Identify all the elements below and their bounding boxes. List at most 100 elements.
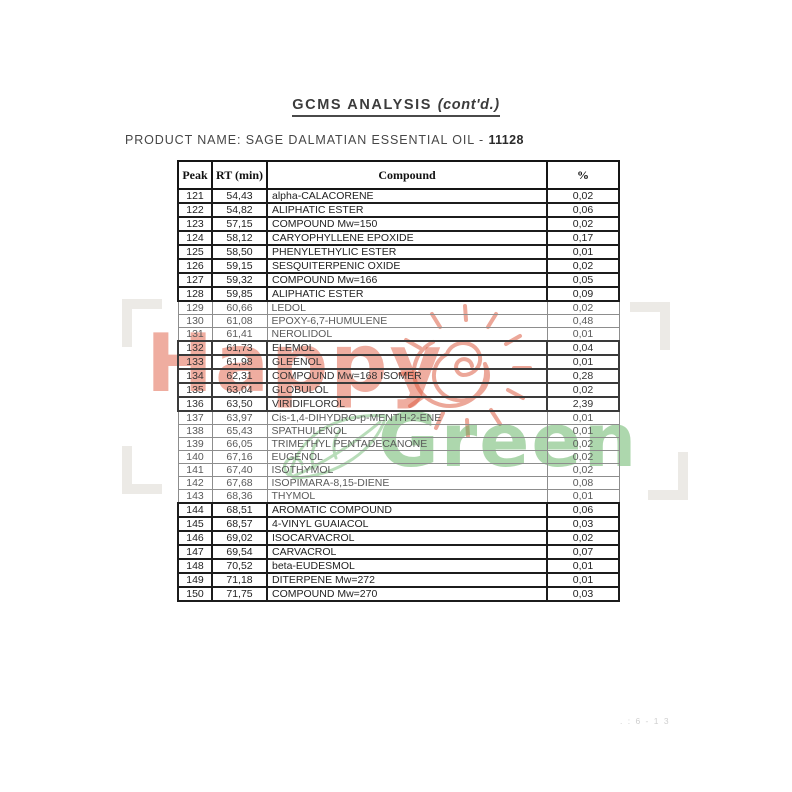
compound-cell: THYMOL bbox=[266, 489, 548, 504]
percent-cell: 0,02 bbox=[546, 382, 620, 398]
table-row: 140 67,16 EUGENOL 0,02 bbox=[177, 450, 620, 464]
compound-cell: COMPOUND Mw=166 bbox=[266, 272, 548, 288]
product-code: 11128 bbox=[488, 133, 524, 147]
peak-cell: 135 bbox=[177, 382, 213, 398]
page-title: GCMS ANALYSIS (cont'd.) bbox=[292, 97, 500, 117]
rt-cell: 54,43 bbox=[211, 188, 268, 204]
table-row: 121 54,43 alpha-CALACORENE 0,02 bbox=[177, 188, 620, 204]
peak-cell: 125 bbox=[177, 244, 213, 260]
percent-cell: 0,05 bbox=[546, 272, 620, 288]
peak-cell: 131 bbox=[177, 327, 213, 342]
percent-cell: 0,01 bbox=[546, 489, 620, 504]
table-row: 141 67,40 ISOTHYMOL 0,02 bbox=[177, 463, 620, 477]
rt-cell: 67,68 bbox=[211, 476, 268, 490]
column-header-percent: % bbox=[546, 160, 620, 190]
compound-cell: SESQUITERPENIC OXIDE bbox=[266, 258, 548, 274]
compound-cell: TRIMETHYL PENTADECANONE bbox=[266, 437, 548, 451]
rt-cell: 63,50 bbox=[211, 396, 268, 412]
rt-cell: 68,57 bbox=[211, 516, 268, 532]
peak-cell: 140 bbox=[177, 450, 213, 464]
percent-cell: 0,01 bbox=[546, 424, 620, 438]
table-row: 147 69,54 CARVACROL 0,07 bbox=[177, 544, 620, 560]
table-row: 125 58,50 PHENYLETHYLIC ESTER 0,01 bbox=[177, 244, 620, 260]
rt-cell: 63,97 bbox=[211, 410, 268, 425]
rt-cell: 60,66 bbox=[211, 300, 268, 315]
peak-cell: 124 bbox=[177, 230, 213, 246]
column-header-compound: Compound bbox=[266, 160, 548, 190]
percent-cell: 0,06 bbox=[546, 202, 620, 218]
compound-cell: GLOBULOL bbox=[266, 382, 548, 398]
table-row: 148 70,52 beta-EUDESMOL 0,01 bbox=[177, 558, 620, 574]
compound-cell: ALIPHATIC ESTER bbox=[266, 286, 548, 302]
table-row: 133 61,98 GLEENOL 0,01 bbox=[177, 354, 620, 370]
compound-cell: alpha-CALACORENE bbox=[266, 188, 548, 204]
peak-cell: 134 bbox=[177, 368, 213, 384]
table-row: 122 54,82 ALIPHATIC ESTER 0,06 bbox=[177, 202, 620, 218]
percent-cell: 0,02 bbox=[546, 530, 620, 546]
peak-cell: 146 bbox=[177, 530, 213, 546]
table-row: 130 61,08 EPOXY-6,7-HUMULENE 0,48 bbox=[177, 314, 620, 328]
percent-cell: 0,06 bbox=[546, 502, 620, 518]
peak-cell: 139 bbox=[177, 437, 213, 451]
table-row: 128 59,85 ALIPHATIC ESTER 0,09 bbox=[177, 286, 620, 302]
peak-cell: 128 bbox=[177, 286, 213, 302]
peak-cell: 132 bbox=[177, 340, 213, 356]
peak-cell: 133 bbox=[177, 354, 213, 370]
table-row: 134 62,31 COMPOUND Mw=168 ISOMER 0,28 bbox=[177, 368, 620, 384]
peak-cell: 127 bbox=[177, 272, 213, 288]
compound-cell: NEROLIDOL bbox=[266, 327, 548, 342]
table-row: 138 65,43 SPATHULENOL 0,01 bbox=[177, 424, 620, 438]
compound-cell: EPOXY-6,7-HUMULENE bbox=[266, 314, 548, 328]
compound-cell: CARVACROL bbox=[266, 544, 548, 560]
table-row: 126 59,15 SESQUITERPENIC OXIDE 0,02 bbox=[177, 258, 620, 274]
percent-cell: 0,02 bbox=[546, 216, 620, 232]
table-row: 131 61,41 NEROLIDOL 0,01 bbox=[177, 327, 620, 342]
table-row: 146 69,02 ISOCARVACROL 0,02 bbox=[177, 530, 620, 546]
rt-cell: 70,52 bbox=[211, 558, 268, 574]
compound-cell: beta-EUDESMOL bbox=[266, 558, 548, 574]
page-title-main: GCMS ANALYSIS bbox=[292, 97, 438, 113]
table-header-row: Peak RT (min) Compound % bbox=[177, 160, 620, 190]
peak-cell: 150 bbox=[177, 586, 213, 602]
peak-cell: 147 bbox=[177, 544, 213, 560]
table-row: 139 66,05 TRIMETHYL PENTADECANONE 0,02 bbox=[177, 437, 620, 451]
percent-cell: 0,28 bbox=[546, 368, 620, 384]
compound-cell: VIRIDIFLOROL bbox=[266, 396, 548, 412]
percent-cell: 0,01 bbox=[546, 244, 620, 260]
percent-cell: 0,02 bbox=[546, 437, 620, 451]
rt-cell: 62,31 bbox=[211, 368, 268, 384]
table-row: 124 58,12 CARYOPHYLLENE EPOXIDE 0,17 bbox=[177, 230, 620, 246]
rt-cell: 69,02 bbox=[211, 530, 268, 546]
table-row: 136 63,50 VIRIDIFLOROL 2,39 bbox=[177, 396, 620, 412]
compound-cell: ELEMOL bbox=[266, 340, 548, 356]
table-row: 129 60,66 LEDOL 0,02 bbox=[177, 300, 620, 315]
rt-cell: 54,82 bbox=[211, 202, 268, 218]
peak-cell: 130 bbox=[177, 314, 213, 328]
peak-cell: 122 bbox=[177, 202, 213, 218]
percent-cell: 0,02 bbox=[546, 300, 620, 315]
peak-cell: 129 bbox=[177, 300, 213, 315]
table-row: 137 63,97 Cis-1,4-DIHYDRO-p-MENTH-2-ENE 0,0… bbox=[177, 410, 620, 425]
rt-cell: 66,05 bbox=[211, 437, 268, 451]
rt-cell: 68,51 bbox=[211, 502, 268, 518]
rt-cell: 61,73 bbox=[211, 340, 268, 356]
compound-cell: COMPOUND Mw=270 bbox=[266, 586, 548, 602]
compound-cell: COMPOUND Mw=150 bbox=[266, 216, 548, 232]
peak-cell: 141 bbox=[177, 463, 213, 477]
compound-cell: GLEENOL bbox=[266, 354, 548, 370]
percent-cell: 0,01 bbox=[546, 354, 620, 370]
percent-cell: 0,01 bbox=[546, 558, 620, 574]
peak-cell: 149 bbox=[177, 572, 213, 588]
rt-cell: 68,36 bbox=[211, 489, 268, 504]
compound-cell: ISOTHYMOL bbox=[266, 463, 548, 477]
compound-cell: CARYOPHYLLENE EPOXIDE bbox=[266, 230, 548, 246]
rt-cell: 61,41 bbox=[211, 327, 268, 342]
product-name-label: PRODUCT NAME: SAGE DALMATIAN ESSENTIAL O… bbox=[125, 133, 489, 147]
product-name-line: PRODUCT NAME: SAGE DALMATIAN ESSENTIAL O… bbox=[125, 133, 524, 147]
percent-cell: 0,02 bbox=[546, 188, 620, 204]
watermark-frame-bracket-top-left bbox=[122, 299, 162, 347]
rt-cell: 69,54 bbox=[211, 544, 268, 560]
table-row: 149 71,18 DITERPENE Mw=272 0,01 bbox=[177, 572, 620, 588]
watermark-frame-bracket-bottom-left bbox=[122, 446, 162, 494]
